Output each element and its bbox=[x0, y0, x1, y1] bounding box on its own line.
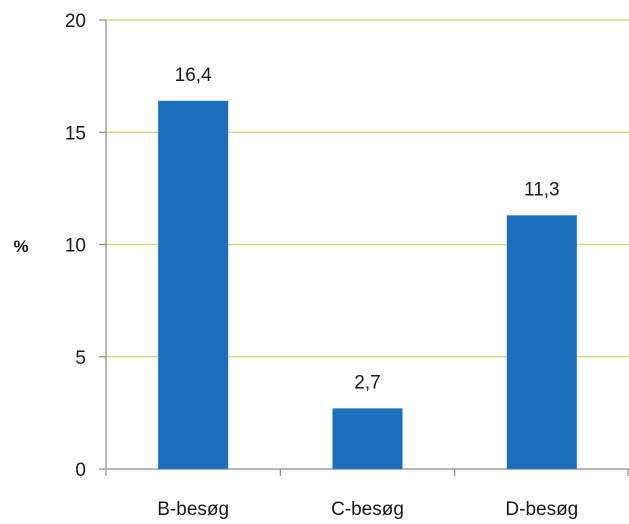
bar-2 bbox=[332, 408, 403, 469]
y-tick-label: 10 bbox=[65, 236, 86, 257]
y-tick-label: 0 bbox=[75, 460, 86, 481]
data-label-1: 16,4 bbox=[175, 65, 212, 86]
y-tick-label: 20 bbox=[65, 11, 86, 32]
y-tick-label: 5 bbox=[75, 348, 86, 369]
category-label-1: B-besøg bbox=[157, 499, 229, 520]
labels: 0 5 10 15 20 16,4 B-besøg 2,7 C-besøg 11,3 D-besøg bbox=[65, 11, 578, 520]
category-label-3: D-besøg bbox=[505, 499, 578, 520]
bars bbox=[158, 100, 577, 469]
category-label-2: C-besøg bbox=[331, 499, 404, 520]
bar-3 bbox=[506, 215, 577, 469]
y-tick-label: 15 bbox=[65, 123, 86, 144]
data-label-3: 11,3 bbox=[524, 179, 560, 200]
data-label-2: 2,7 bbox=[354, 372, 380, 393]
y-axis-label: % bbox=[13, 237, 28, 256]
bar-1 bbox=[158, 100, 229, 469]
